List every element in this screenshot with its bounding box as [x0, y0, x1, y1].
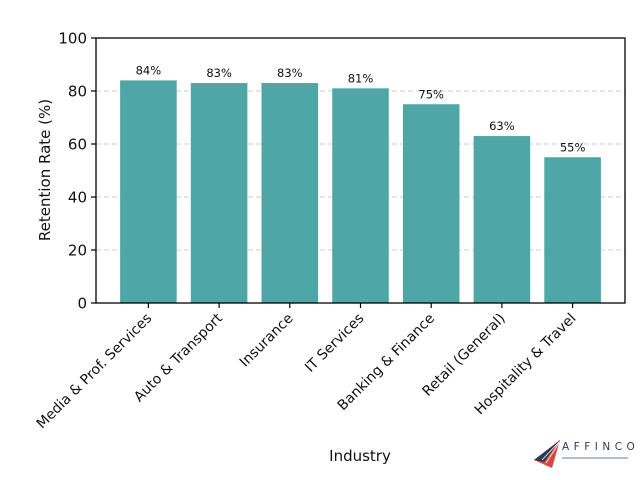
logo-tagline — [562, 457, 628, 459]
bar-value-label: 81% — [348, 71, 374, 85]
bar — [402, 104, 460, 303]
affinco-logo: AFFINCO — [532, 438, 635, 470]
bar-value-label: 75% — [418, 87, 444, 101]
bar — [190, 83, 248, 303]
bar — [261, 83, 319, 303]
y-axis-title: Retention Rate (%) — [36, 99, 54, 241]
bar — [332, 88, 389, 303]
y-tick-label: 40 — [68, 189, 87, 207]
bar-value-label: 84% — [136, 63, 162, 77]
bar-value-label: 83% — [277, 66, 303, 80]
bar — [544, 157, 601, 303]
y-tick-label: 80 — [68, 83, 87, 101]
bar-value-label: 63% — [489, 119, 515, 133]
y-tick-label: 60 — [68, 136, 87, 154]
y-tick-label: 20 — [68, 242, 87, 260]
bar-value-label: 55% — [560, 140, 586, 154]
y-tick-label: 0 — [77, 295, 87, 313]
bar-value-labels: 84% 83% 83% 81% 75% 63% 55% — [136, 63, 586, 154]
y-axis-ticks: 0 20 40 60 80 100 — [58, 30, 96, 313]
bar — [120, 80, 177, 304]
bar-value-label: 83% — [206, 66, 232, 80]
bars — [120, 80, 601, 304]
paper-plane-icon — [534, 440, 560, 468]
x-axis-title: Industry — [329, 447, 391, 465]
x-tick-label: Media & Prof. Services — [34, 311, 156, 433]
x-tick-label: Insurance — [237, 311, 297, 371]
bar — [473, 136, 531, 303]
logo-wordmark: AFFINCO — [562, 441, 640, 453]
x-tick-label: IT Services — [302, 311, 367, 376]
y-tick-label: 100 — [58, 30, 87, 48]
